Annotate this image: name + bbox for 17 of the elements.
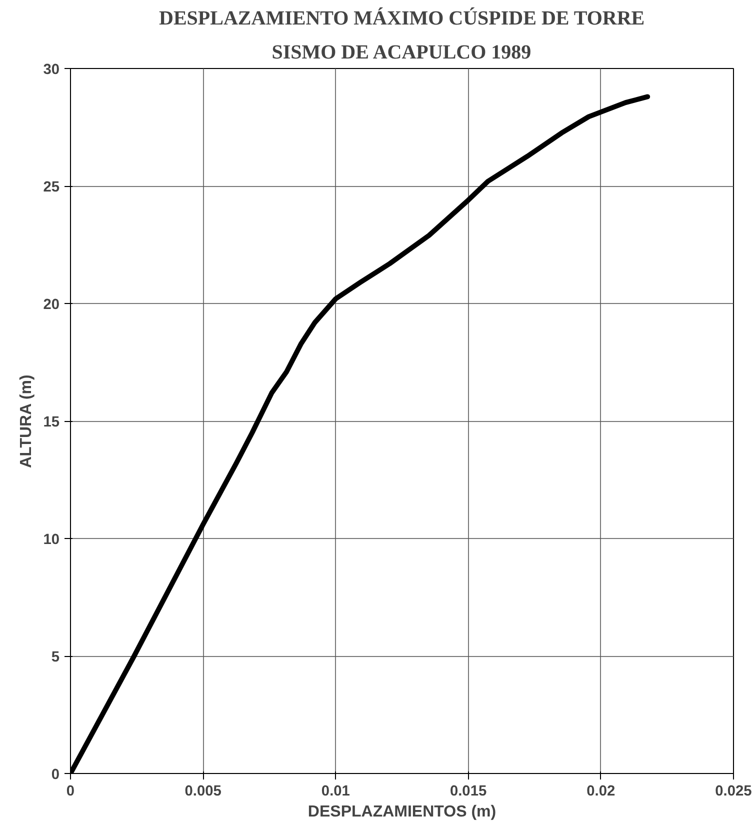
x-tick-label: 0.005: [184, 784, 222, 800]
x-tick-label: 0.015: [450, 784, 487, 800]
y-axis-title: ALTURA (m): [18, 374, 36, 468]
y-tick-label: 10: [43, 532, 60, 548]
y-tick-label: 15: [43, 414, 60, 430]
chart-subtitle: SISMO DE ACAPULCO 1989: [272, 42, 532, 64]
x-tick-label: 0.01: [321, 784, 350, 800]
x-tick-label: 0: [66, 784, 75, 800]
x-tick-label: 0.02: [586, 784, 616, 800]
y-tick-label: 25: [43, 180, 60, 196]
x-axis-title: DESPLAZAMIENTOS (m): [308, 804, 496, 820]
chart-title: DESPLAZAMIENTO MÁXIMO CÚSPIDE DE TORRE: [159, 6, 645, 30]
y-tick-label: 5: [51, 650, 60, 666]
y-tick-label: 0: [51, 767, 60, 783]
y-tick-label: 20: [43, 297, 60, 313]
x-tick-label: 0.025: [715, 784, 752, 800]
y-tick-label: 30: [43, 62, 60, 78]
